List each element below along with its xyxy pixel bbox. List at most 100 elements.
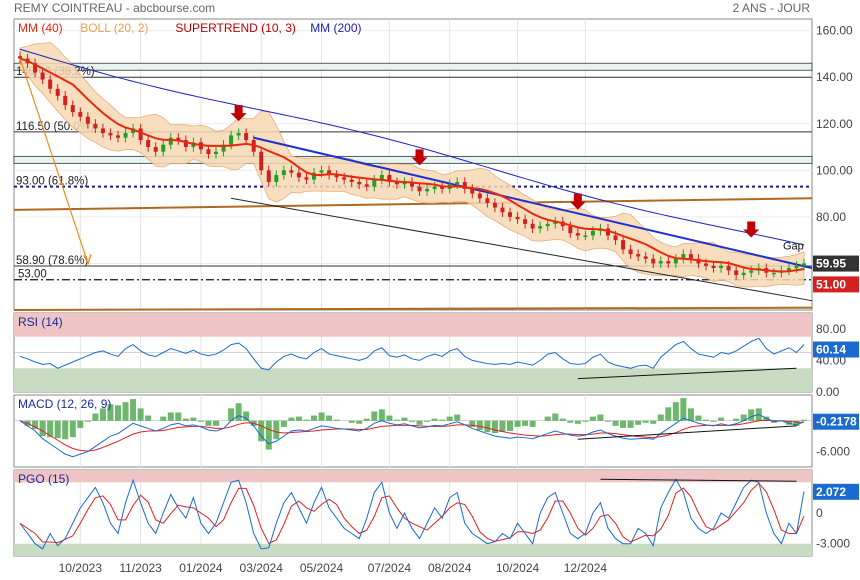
candle-body bbox=[492, 202, 497, 208]
macd-histogram-bar bbox=[695, 415, 702, 421]
rsi-value-badge: 60.14 bbox=[816, 342, 846, 356]
candle-body bbox=[394, 181, 399, 185]
candle-body bbox=[18, 56, 22, 59]
candle-body bbox=[319, 170, 324, 173]
fib-arrow-head bbox=[83, 254, 92, 266]
rsi-line bbox=[19, 337, 805, 371]
y-tick-label: 0.00 bbox=[816, 385, 840, 399]
macd-histogram-bar bbox=[589, 416, 596, 421]
mm40-line bbox=[19, 57, 805, 273]
candle-body bbox=[304, 177, 309, 180]
macd-histogram-bar bbox=[303, 419, 310, 421]
candle-body bbox=[379, 174, 384, 180]
y-tick-label: 120.00 bbox=[816, 117, 853, 131]
macd-histogram-bar bbox=[718, 417, 725, 421]
macd-histogram-bar bbox=[182, 418, 189, 421]
macd-histogram-bar bbox=[99, 408, 106, 421]
macd-histogram-bar bbox=[439, 419, 446, 421]
macd-histogram-bar bbox=[62, 420, 69, 440]
sell-arrow-icon bbox=[743, 221, 760, 238]
candle-body bbox=[183, 140, 188, 148]
macd-histogram-bar bbox=[318, 412, 325, 421]
macd-histogram-bar bbox=[454, 414, 461, 421]
macd-histogram-bar bbox=[703, 419, 709, 421]
candle-body bbox=[673, 258, 678, 264]
pgo-value-badge: 2.072 bbox=[816, 485, 846, 499]
candle-body bbox=[116, 135, 120, 138]
candle-body bbox=[802, 263, 806, 266]
candle-body bbox=[651, 258, 656, 264]
rsi-trendline bbox=[577, 367, 797, 380]
macd-histogram-bar bbox=[265, 420, 272, 450]
x-tick-label: 10/2023 bbox=[59, 561, 103, 575]
macd-histogram-bar bbox=[665, 407, 672, 421]
macd-histogram-bar bbox=[258, 420, 265, 442]
candle-body bbox=[259, 151, 264, 171]
candle-body bbox=[327, 170, 332, 175]
macd-value-badge-bg bbox=[813, 413, 859, 430]
pgo-value-badge-bg bbox=[813, 483, 859, 500]
candle-body bbox=[168, 137, 173, 145]
x-tick-label: 03/2024 bbox=[240, 561, 284, 575]
pgo-oversold-zone bbox=[14, 543, 812, 556]
candle-body bbox=[741, 272, 746, 276]
last-price-badge: 59.95 bbox=[816, 257, 846, 271]
macd-histogram-bar bbox=[47, 420, 54, 438]
support-trendline bbox=[230, 197, 813, 302]
last-price-badge-bg bbox=[813, 255, 859, 272]
macd-histogram-bar bbox=[311, 415, 317, 421]
macd-histogram-bar bbox=[627, 420, 634, 428]
rsi-value-badge-bg bbox=[813, 341, 859, 358]
macd-histogram-bar bbox=[574, 420, 581, 424]
macd-histogram-bar bbox=[499, 420, 506, 433]
candle-body bbox=[312, 172, 316, 180]
candle-body bbox=[274, 174, 279, 182]
x-tick-label: 11/2023 bbox=[119, 561, 162, 575]
candle-body bbox=[176, 137, 181, 141]
support-label: 53.00 bbox=[18, 269, 47, 281]
candle-body bbox=[123, 133, 128, 138]
macd-histogram-bar bbox=[529, 420, 536, 427]
macd-histogram-bar bbox=[378, 409, 385, 421]
candle-body bbox=[726, 265, 731, 271]
macd-histogram-bar bbox=[642, 420, 649, 423]
candle-body bbox=[349, 179, 354, 182]
y-tick-label: 80.00 bbox=[816, 322, 846, 336]
candle-body bbox=[93, 123, 98, 129]
macd-histogram-bar bbox=[484, 420, 491, 433]
candle-body bbox=[387, 174, 392, 182]
candle-body bbox=[477, 193, 482, 199]
candle-body bbox=[538, 226, 543, 229]
x-tick-label: 01/2024 bbox=[179, 561, 223, 575]
candle-body bbox=[734, 270, 739, 276]
candle-body bbox=[658, 261, 663, 264]
candle-body bbox=[357, 181, 362, 185]
macd-histogram-bar bbox=[431, 418, 438, 421]
x-tick-label: 12/2024 bbox=[564, 561, 608, 575]
y-tick-label: 80.00 bbox=[816, 210, 846, 224]
candle-body bbox=[289, 170, 294, 173]
candle-body bbox=[666, 261, 671, 264]
macd-histogram-bar bbox=[371, 411, 378, 421]
legend-item: SUPERTREND (10, 3) bbox=[175, 21, 295, 35]
macd-histogram-bar bbox=[748, 409, 755, 421]
pgo-label: PGO (15) bbox=[18, 472, 69, 486]
candle-body bbox=[530, 223, 535, 229]
candle-body bbox=[100, 128, 105, 134]
candle-body bbox=[553, 221, 558, 224]
candle-body bbox=[214, 151, 218, 155]
macd-histogram-bar bbox=[137, 408, 144, 421]
sell-arrow-icon bbox=[569, 193, 586, 210]
pgo-signal-line bbox=[19, 482, 805, 545]
macd-histogram-bar bbox=[295, 416, 302, 421]
macd-line bbox=[19, 414, 805, 458]
macd-histogram-bar bbox=[446, 416, 453, 421]
candle-body bbox=[55, 88, 60, 96]
long-trend-line bbox=[13, 306, 813, 311]
macd-histogram-bar bbox=[235, 403, 242, 421]
macd-histogram-bar bbox=[122, 402, 129, 421]
macd-histogram-bar bbox=[491, 420, 498, 434]
y-tick-label: 100.00 bbox=[816, 163, 853, 177]
macd-histogram-bar bbox=[552, 413, 559, 421]
